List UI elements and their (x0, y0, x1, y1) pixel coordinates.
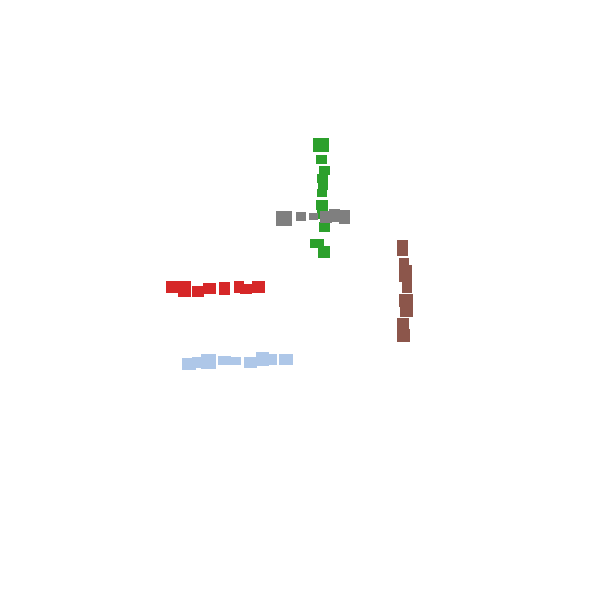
square-marker (203, 283, 216, 294)
square-marker (399, 294, 413, 307)
square-marker (317, 189, 327, 197)
square-marker (230, 357, 241, 365)
square-marker (244, 357, 257, 368)
square-marker (201, 354, 216, 369)
square-marker (400, 304, 413, 317)
square-marker (399, 258, 409, 270)
square-marker (252, 281, 265, 293)
square-marker (192, 357, 205, 368)
square-marker (399, 265, 412, 282)
square-marker (397, 240, 408, 256)
square-marker (240, 284, 252, 294)
square-marker (316, 200, 328, 210)
square-marker (317, 174, 328, 183)
square-marker (397, 318, 409, 330)
square-marker (166, 281, 179, 293)
square-marker (256, 352, 269, 366)
brown-vertical-cluster (397, 240, 413, 342)
square-marker (318, 182, 328, 190)
square-marker (329, 209, 340, 222)
square-marker (319, 222, 330, 232)
square-marker (402, 280, 412, 293)
green-vertical-cluster (310, 138, 330, 258)
square-marker (266, 354, 277, 365)
lightblue-horizontal-cluster (182, 352, 293, 370)
square-marker (234, 281, 244, 293)
gray-horizontal-cluster (276, 209, 350, 226)
square-marker (276, 211, 292, 226)
square-marker (397, 329, 410, 342)
square-marker (316, 155, 327, 164)
square-marker (310, 239, 324, 248)
square-marker (339, 210, 350, 224)
square-marker (279, 354, 293, 365)
square-marker (178, 281, 191, 297)
square-marker (313, 138, 329, 152)
square-marker (219, 282, 230, 295)
square-marker (296, 212, 306, 221)
square-marker (319, 166, 330, 175)
square-marker (192, 286, 204, 297)
red-horizontal-cluster (166, 281, 265, 297)
square-marker (218, 356, 231, 365)
square-marker (309, 213, 318, 220)
square-marker (318, 246, 330, 258)
